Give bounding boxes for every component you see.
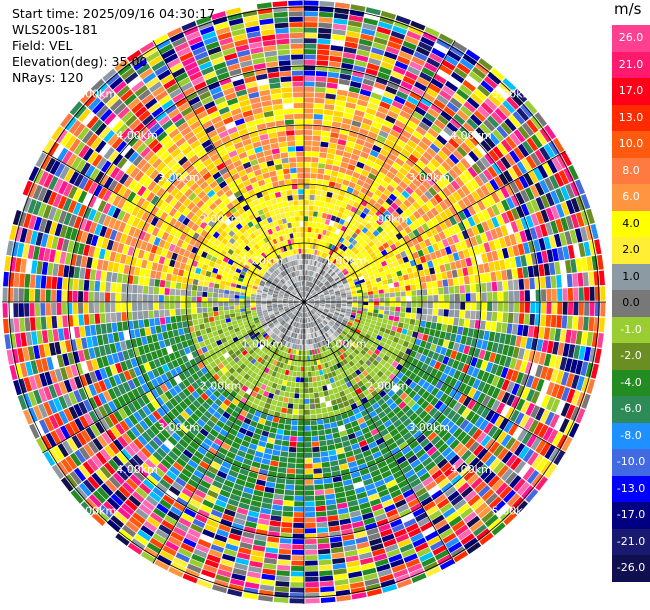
azimuth-spoke [152, 40, 305, 303]
range-ring-label: 2.00km [367, 379, 409, 392]
range-ring-label: 1.00km [242, 254, 284, 267]
colorbar-segment [612, 157, 650, 184]
range-ring-label: 4.00km [116, 129, 158, 142]
colorbar-segment [612, 51, 650, 78]
range-ring-label: 1.00km [325, 254, 367, 267]
colorbar-segment [612, 184, 650, 211]
start-time-label: Start time: 2025/09/16 04:30:17 [12, 6, 216, 21]
colorbar-tick-label: -8.0 [620, 428, 642, 442]
colorbar-segment [612, 210, 650, 237]
colorbar-segment [612, 263, 650, 290]
range-ring-label: 3.00km [158, 421, 200, 434]
range-ring-label: 1.00km [242, 338, 284, 351]
colorbar-tick-label: 26.0 [618, 31, 644, 44]
range-ring-labels: 1.00km 1.00km 1.00km 1.00km 2.00km 2.00km 2.00… [75, 87, 534, 517]
range-ring-label: 5.00km [75, 505, 117, 518]
colorbar-segment [612, 78, 650, 105]
colorbar-tick-label: 21.0 [618, 57, 644, 71]
range-ring-label: 4.00km [116, 463, 158, 476]
colorbar-tick-label: -13.0 [616, 481, 646, 495]
colorbar-tick-label: -21.0 [616, 534, 646, 548]
range-ring-label: 3.00km [408, 421, 450, 434]
field-label: Field: VEL [12, 38, 73, 53]
range-ring-label: 3.00km [158, 171, 200, 184]
colorbar-tick-label: -6.0 [620, 402, 642, 415]
range-ring-label: 5.00km [492, 505, 534, 518]
colorbar-segment [612, 131, 650, 158]
colorbar-tick-label: -26.0 [616, 561, 646, 574]
azimuth-spoke [152, 301, 305, 564]
colorbar-tick-label: 10.0 [618, 137, 644, 150]
azimuth-spoke [42, 150, 305, 303]
colorbar-tick-label: -1.0 [620, 322, 642, 336]
colorbar-segment [612, 343, 650, 370]
azimuth-spoke [303, 301, 566, 454]
colorbar-tick-label: -4.0 [620, 375, 642, 389]
radial-data-rays [2, 0, 606, 604]
range-ring-label: 2.00km [200, 213, 242, 226]
colorbar-tick-label: -2.0 [620, 349, 642, 362]
instrument-label: WLS200s-181 [12, 22, 98, 37]
colorbar-tick-label: 17.0 [618, 84, 644, 97]
azimuth-spokes [2, 0, 606, 604]
range-ring-label: 4.00km [450, 129, 492, 142]
colorbar-tick-label: 0.0 [622, 296, 640, 309]
colorbar-segment [612, 528, 650, 555]
colorbar-tick-label: 1.0 [622, 269, 640, 283]
colorbar-tick-label: -30.0 [616, 587, 646, 601]
colorbar-unit: m/s [614, 0, 642, 18]
colorbar-tick-label: -17.0 [616, 508, 646, 521]
colorbar-tick-label: -10.0 [616, 455, 646, 468]
range-ring-label: 2.00km [200, 379, 242, 392]
colorbar-segment [612, 502, 650, 529]
colorbar-segment [612, 422, 650, 449]
colorbar-tick-label: 4.0 [622, 216, 640, 230]
range-ring-label: 4.00km [450, 463, 492, 476]
range-ring-label: 5.00km [75, 87, 117, 100]
range-ring-label: 3.00km [408, 171, 450, 184]
elevation-label: Elevation(deg): 35.00 [12, 54, 148, 69]
colorbar-tick-label: 13.0 [618, 110, 644, 124]
colorbar-segment [612, 449, 650, 476]
colorbar-tick-label: 8.0 [622, 163, 640, 177]
colorbar-segment [612, 396, 650, 423]
colorbar-segment [612, 475, 650, 502]
azimuth-spoke [303, 150, 566, 303]
colorbar-tick-label: 6.0 [622, 190, 640, 203]
colorbar-segment [612, 290, 650, 317]
range-ring-label: 2.00km [367, 213, 409, 226]
colorbar-segment [612, 369, 650, 396]
range-ring-label: 1.00km [325, 338, 367, 351]
azimuth-spoke [303, 301, 456, 564]
azimuth-spoke [303, 40, 456, 303]
colorbar-segment [612, 25, 650, 52]
colorbar-segment [612, 555, 650, 582]
range-ring-label: 5.00km [492, 87, 534, 100]
colorbar-tick-label: 2.0 [622, 243, 640, 256]
nrays-label: NRays: 120 [12, 70, 84, 85]
colorbar-segment [612, 237, 650, 264]
colorbar-segment [612, 316, 650, 343]
colorbar-segment [612, 104, 650, 131]
azimuth-spoke [42, 301, 305, 454]
